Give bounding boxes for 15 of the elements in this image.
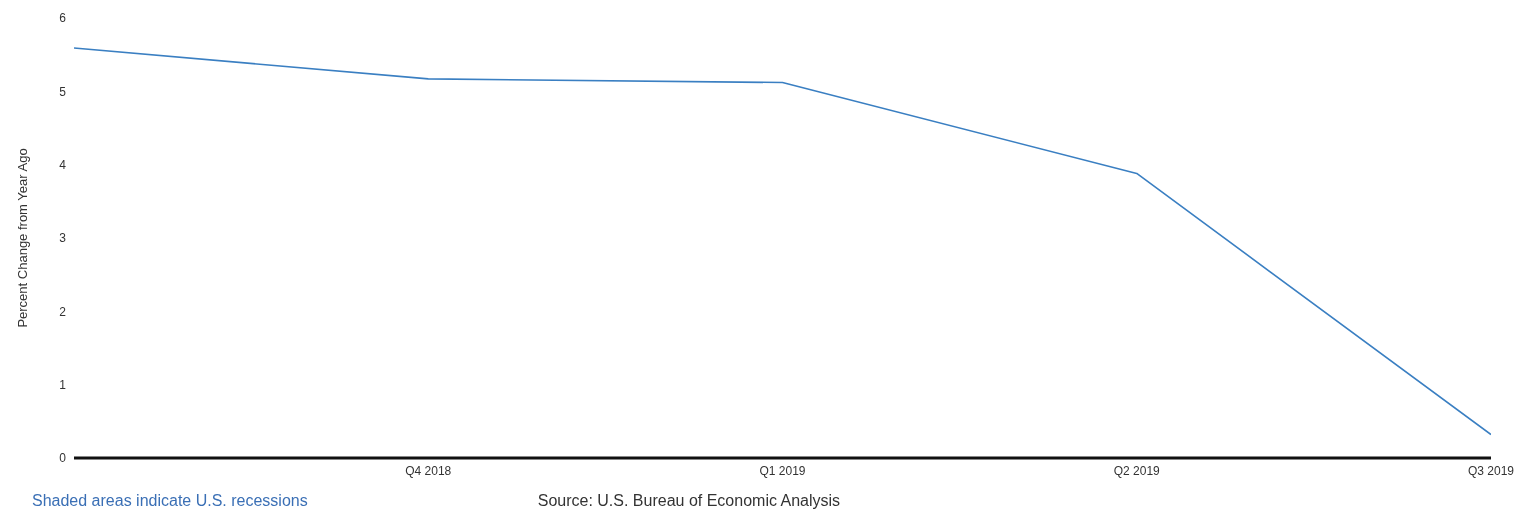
y-axis-title: Percent Change from Year Ago [14, 148, 30, 328]
y-tick-label: 4 [59, 157, 67, 172]
y-tick-label: 6 [59, 11, 67, 26]
y-tick-label: 3 [59, 231, 67, 246]
y-tick-label: 0 [59, 451, 67, 466]
y-tick-label: 5 [59, 84, 67, 99]
source-note: Source: U.S. Bureau of Economic Analysis [537, 492, 841, 510]
x-tick-label: Q2 2019 [1113, 463, 1161, 478]
text: Shaded areas indicate U.S. recessions [32, 492, 308, 510]
y-tick-label: 1 [59, 377, 67, 392]
x-tick-label: Q1 2019 [759, 463, 806, 478]
x-tick-label: Q4 2018 [405, 463, 452, 478]
line-series [74, 47, 1491, 436]
y-tick-label: 2 [59, 304, 67, 319]
x-tick-label: Q3 2019 [1467, 463, 1515, 478]
